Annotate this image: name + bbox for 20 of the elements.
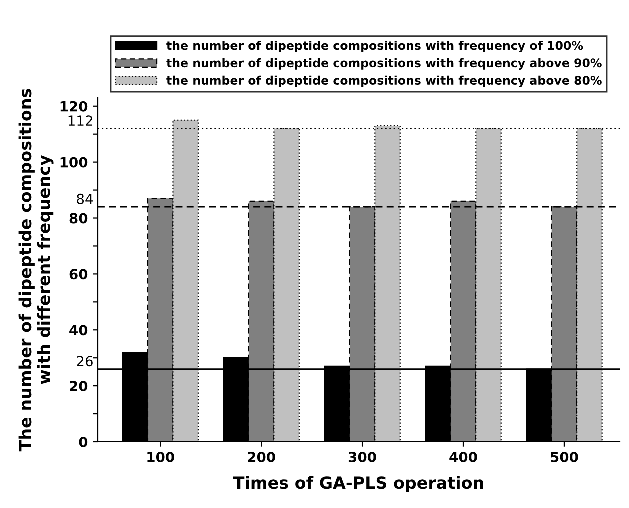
legend-label: the number of dipeptide compositions with frequency above 90%: [166, 58, 602, 70]
x-tick-label: 400: [450, 452, 478, 462]
y-tick-label: 120: [60, 101, 88, 112]
legend-label: the number of dipeptide compositions with frequency above 80%: [166, 76, 602, 88]
y-tick-label: 40: [70, 325, 88, 336]
y-tick-label: 80: [70, 213, 88, 224]
x-tick-label: 300: [348, 452, 376, 462]
ref-line-label: 84: [77, 194, 94, 204]
x-axis-title: Times of GA-PLS operation: [233, 476, 484, 492]
x-tick-label: 100: [148, 452, 174, 462]
x-tick-label: 200: [248, 452, 276, 462]
ref-line-label: 112: [68, 116, 92, 126]
ref-line-label: 26: [77, 356, 93, 367]
y-axis-title: The number of dipeptide compositions with different frequency: [18, 89, 54, 452]
legend-label: the number of dipeptide compositions with frequency of 100%: [166, 41, 584, 53]
y-tick-label: 20: [70, 381, 88, 392]
x-tick-label: 500: [551, 452, 578, 462]
y-tick-label: 0: [79, 436, 88, 448]
y-tick-label: 60: [70, 269, 88, 280]
y-tick-label: 100: [60, 157, 88, 168]
